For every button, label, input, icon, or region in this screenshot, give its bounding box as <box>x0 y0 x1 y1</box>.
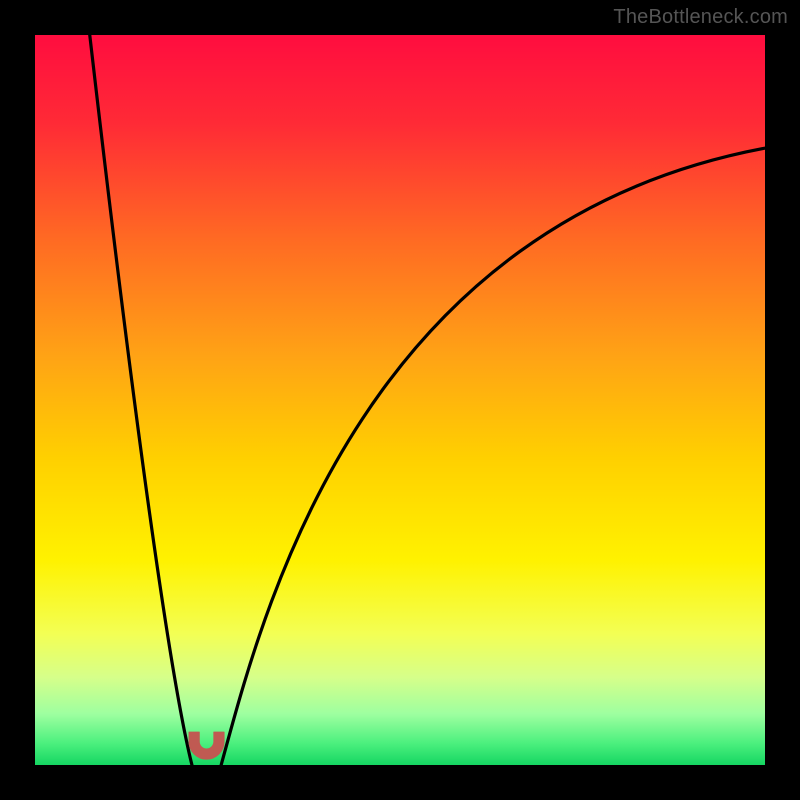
plot-svg <box>35 35 765 765</box>
valley-marker <box>189 732 224 759</box>
watermark-label: TheBottleneck.com <box>613 6 788 29</box>
chart-stage: TheBottleneck.com <box>0 0 800 800</box>
bottleneck-curve <box>90 35 192 765</box>
plot-frame <box>35 35 765 765</box>
bottleneck-curve <box>221 148 765 765</box>
